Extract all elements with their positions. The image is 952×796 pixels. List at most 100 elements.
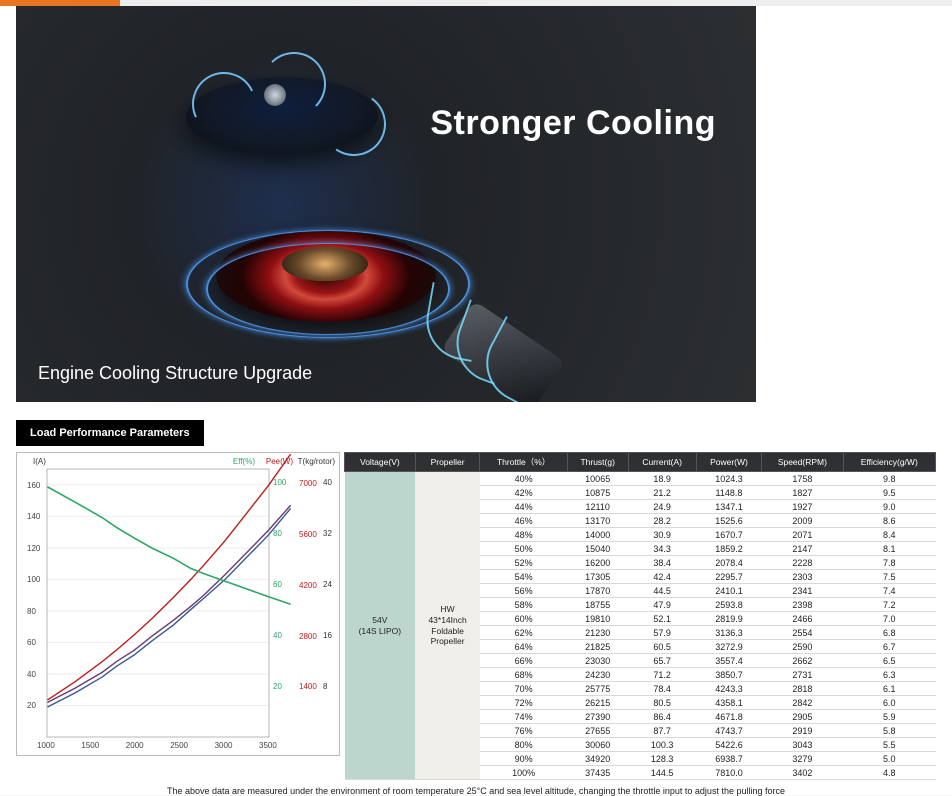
table-cell: 19810 (567, 612, 628, 626)
hero-banner: Stronger Cooling Engine Cooling Structur… (16, 6, 756, 402)
table-cell: 9.8 (843, 472, 935, 486)
table-cell: 144.5 (628, 766, 696, 780)
table-cell: 17305 (567, 570, 628, 584)
table-cell: 7.2 (843, 598, 935, 612)
table-cell: 1927 (762, 500, 843, 514)
table-cell: 7.0 (843, 612, 935, 626)
table-cell: 2731 (762, 668, 843, 682)
table-header: Thrust(g) (567, 453, 628, 472)
performance-table: Voltage(V)PropellerThrottle（%）Thrust(g)C… (344, 452, 936, 780)
table-cell: 21.2 (628, 486, 696, 500)
table-cell: 34.3 (628, 542, 696, 556)
table-cell: 7.4 (843, 584, 935, 598)
table-cell: 21825 (567, 640, 628, 654)
table-cell: 7.8 (843, 556, 935, 570)
section-title: Load Performance Parameters (16, 420, 204, 446)
table-cell: 3279 (762, 752, 843, 766)
table-cell: 4671.8 (696, 710, 761, 724)
table-cell: 100.3 (628, 738, 696, 752)
table-cell: 16200 (567, 556, 628, 570)
table-cell: 14000 (567, 528, 628, 542)
table-cell: 10875 (567, 486, 628, 500)
table-cell: 18755 (567, 598, 628, 612)
table-cell: 3557.4 (696, 654, 761, 668)
table-cell: 2147 (762, 542, 843, 556)
table-cell: 2398 (762, 598, 843, 612)
table-cell: 62% (480, 626, 567, 640)
table-cell: 90% (480, 752, 567, 766)
table-cell: 9.5 (843, 486, 935, 500)
table-cell: 6.8 (843, 626, 935, 640)
table-header: Voltage(V) (345, 453, 416, 472)
cooling-glow-ring (206, 243, 450, 335)
table-cell: 6938.7 (696, 752, 761, 766)
table-cell: 3850.7 (696, 668, 761, 682)
table-cell: 4743.7 (696, 724, 761, 738)
table-cell: 4358.1 (696, 696, 761, 710)
table-cell: 7810.0 (696, 766, 761, 780)
table-header: Throttle（%） (480, 453, 567, 472)
table-cell: 8.6 (843, 514, 935, 528)
table-cell: 128.3 (628, 752, 696, 766)
table-cell: 58% (480, 598, 567, 612)
table-cell: 2919 (762, 724, 843, 738)
table-cell: 6.0 (843, 696, 935, 710)
table-cell: 2554 (762, 626, 843, 640)
table-cell: 30.9 (628, 528, 696, 542)
table-cell: 42.4 (628, 570, 696, 584)
table-cell: 65.7 (628, 654, 696, 668)
table-cell: 2466 (762, 612, 843, 626)
table-cell: 47.9 (628, 598, 696, 612)
table-cell: 15040 (567, 542, 628, 556)
table-cell: 8.1 (843, 542, 935, 556)
table-header: Propeller (415, 453, 480, 472)
table-cell: 60% (480, 612, 567, 626)
table-cell: 3402 (762, 766, 843, 780)
table-cell: 86.4 (628, 710, 696, 724)
table-cell: 68% (480, 668, 567, 682)
table-cell: 46% (480, 514, 567, 528)
table-cell: 72% (480, 696, 567, 710)
table-cell: 7.5 (843, 570, 935, 584)
table-cell: 9.0 (843, 500, 935, 514)
table-cell: 3272.9 (696, 640, 761, 654)
hero-subtitle: Engine Cooling Structure Upgrade (38, 363, 312, 384)
table-cell: 87.7 (628, 724, 696, 738)
table-cell: 30060 (567, 738, 628, 752)
table-cell: 3136.3 (696, 626, 761, 640)
table-cell: 2842 (762, 696, 843, 710)
performance-chart: I(A) Eff(%) Pee(W) T(kg/rotor) 204060801… (16, 452, 340, 756)
table-cell: 2303 (762, 570, 843, 584)
table-cell: 3043 (762, 738, 843, 752)
table-cell: 1525.6 (696, 514, 761, 528)
table-cell: 25775 (567, 682, 628, 696)
table-cell: 4.8 (843, 766, 935, 780)
table-cell: 13170 (567, 514, 628, 528)
table-cell: 24230 (567, 668, 628, 682)
table-cell: 44% (480, 500, 567, 514)
table-cell: 44.5 (628, 584, 696, 598)
table-cell: 40% (480, 472, 567, 486)
table-cell: 5422.6 (696, 738, 761, 752)
table-header: Current(A) (628, 453, 696, 472)
table-cell: 52.1 (628, 612, 696, 626)
hero-title: Stronger Cooling (430, 104, 716, 143)
table-cell: 1758 (762, 472, 843, 486)
table-cell: 1347.1 (696, 500, 761, 514)
table-cell: 12110 (567, 500, 628, 514)
table-cell: 48% (480, 528, 567, 542)
table-cell: 1859.2 (696, 542, 761, 556)
table-cell: 6.7 (843, 640, 935, 654)
table-cell: 76% (480, 724, 567, 738)
table-cell: 2410.1 (696, 584, 761, 598)
table-cell: 27655 (567, 724, 628, 738)
table-cell: 17870 (567, 584, 628, 598)
table-cell: 24.9 (628, 500, 696, 514)
voltage-cell: 54V(14S LIPO) (345, 472, 416, 780)
table-cell: 18.9 (628, 472, 696, 486)
table-cell: 42% (480, 486, 567, 500)
table-cell: 21230 (567, 626, 628, 640)
table-cell: 52% (480, 556, 567, 570)
table-cell: 56% (480, 584, 567, 598)
table-cell: 26215 (567, 696, 628, 710)
